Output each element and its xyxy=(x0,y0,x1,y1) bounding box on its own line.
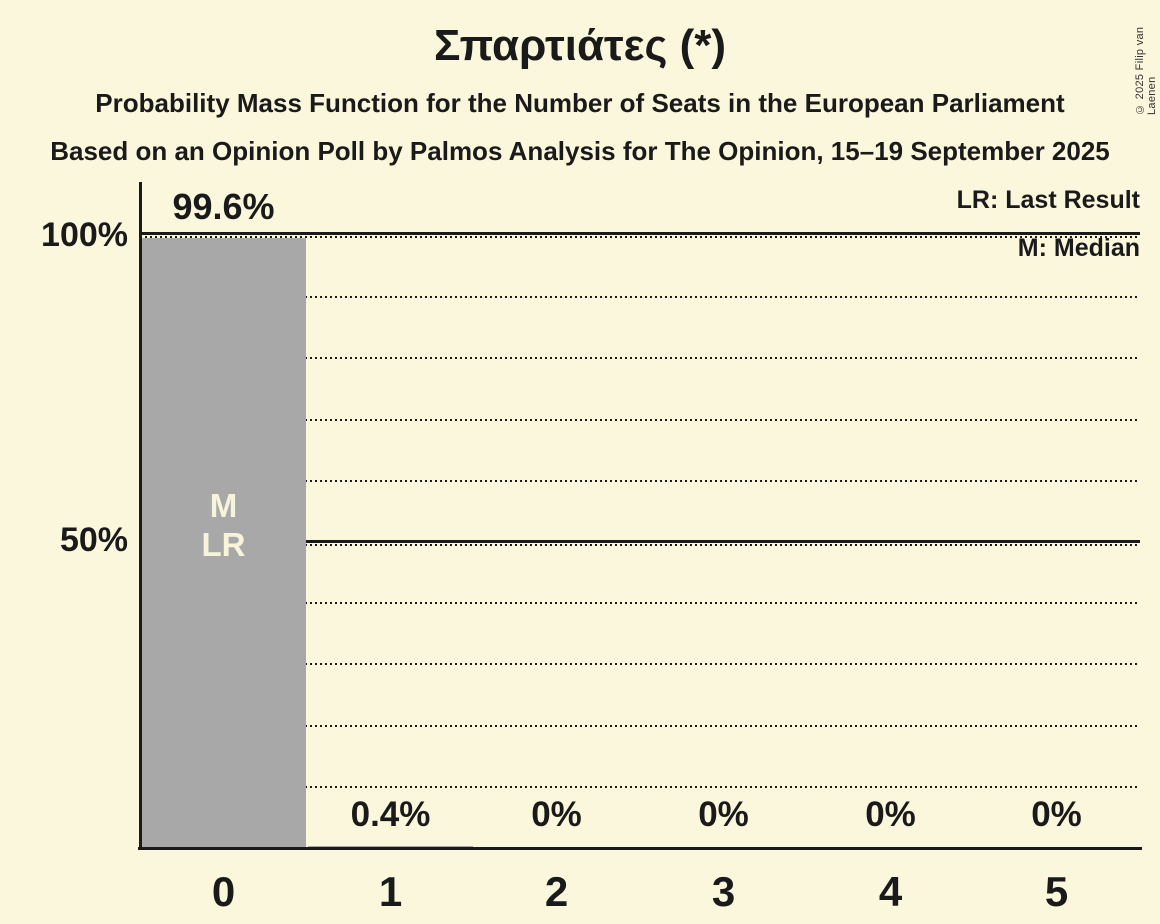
gridline-40 xyxy=(140,602,1140,604)
gridline-100-solid xyxy=(140,232,1140,235)
legend-median: M: Median xyxy=(1017,234,1140,262)
gridline-80 xyxy=(140,357,1140,359)
x-tick-2: 2 xyxy=(544,868,569,915)
subtitle-pmf: Probability Mass Function for the Number… xyxy=(95,88,1065,118)
gridline-60 xyxy=(140,480,1140,482)
gridline-50-solid xyxy=(140,540,1140,543)
bar-value-label-5: 0% xyxy=(1031,795,1082,834)
median-marker: M xyxy=(209,487,238,524)
bar-value-label-2: 0% xyxy=(531,795,582,834)
y-tick-50: 50% xyxy=(59,521,128,559)
copyright-note: © 2025 Filip van Laenen xyxy=(1134,26,1158,115)
x-axis-line xyxy=(138,847,1142,850)
x-tick-5: 5 xyxy=(1044,868,1069,915)
x-tick-1: 1 xyxy=(378,868,403,915)
gridline-20 xyxy=(140,725,1140,727)
x-tick-4: 4 xyxy=(878,868,903,915)
gridline-90 xyxy=(140,296,1140,298)
last-result-marker: LR xyxy=(201,526,246,563)
bar-value-label-4: 0% xyxy=(865,795,916,834)
gridline-50-dotted xyxy=(140,544,1140,546)
x-tick-3: 3 xyxy=(711,868,736,915)
x-tick-0: 0 xyxy=(211,868,236,915)
bar-value-label-0: 99.6% xyxy=(172,186,275,227)
gridline-100-dotted xyxy=(140,236,1140,238)
subtitle-poll: Based on an Opinion Poll by Palmos Analy… xyxy=(50,136,1110,166)
bar-value-label-3: 0% xyxy=(698,795,749,834)
page-title: Σπαρτιάτες (*) xyxy=(433,21,727,70)
bar-1 xyxy=(307,845,473,848)
bar-value-label-1: 0.4% xyxy=(350,795,431,834)
y-tick-100: 100% xyxy=(41,216,128,254)
bar-0 xyxy=(141,238,306,848)
legend-last-result: LR: Last Result xyxy=(956,186,1140,214)
gridline-30 xyxy=(140,663,1140,665)
y-axis-line xyxy=(139,182,142,850)
bar-marker-labels: M LR xyxy=(141,486,306,564)
gridline-10 xyxy=(140,786,1140,788)
gridline-70 xyxy=(140,419,1140,421)
